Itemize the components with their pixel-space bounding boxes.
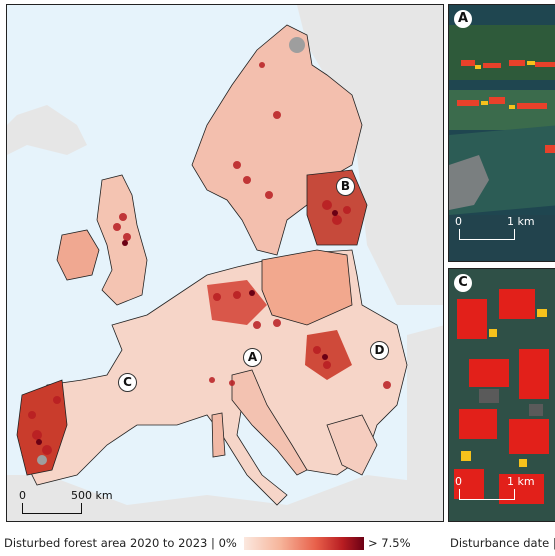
inset-c: C 0 1 km (448, 268, 555, 522)
inset-c-label: C (454, 274, 472, 292)
legend-title: Disturbed forest area 2020 to 2023 | 0% (4, 536, 237, 550)
inset-a-label: A (454, 10, 472, 28)
map-marker-d: D (370, 341, 389, 360)
italy (231, 369, 308, 476)
ireland (56, 229, 100, 281)
scandinavia (191, 24, 363, 256)
iberia-west (16, 379, 68, 476)
land-mass (7, 475, 443, 521)
disturbance-legend: Disturbed forest area 2020 to 2023 | 0% … (4, 534, 444, 554)
hex-points-dark (36, 210, 338, 445)
inset-c-scale-distance: 1 km (507, 475, 535, 488)
disturbance-date-legend-title: Disturbance date | (450, 536, 555, 550)
map-scale-bar: 0 500 km (19, 489, 113, 517)
hex-points (28, 62, 391, 455)
poland (261, 249, 353, 326)
land-mass (7, 105, 87, 155)
map-marker-c: C (118, 373, 137, 392)
scale-zero-label: 0 (19, 489, 26, 502)
romania-hotspot (305, 330, 352, 380)
legend-max-label: > 7.5% (368, 536, 411, 550)
inset-c-scale: 0 1 km (455, 475, 535, 513)
inset-a-scale: 0 1 km (455, 215, 535, 253)
sardinia (211, 412, 226, 458)
map-marker-b: B (336, 177, 355, 196)
no-data-patch (37, 455, 47, 465)
inset-a-scale-zero: 0 (455, 215, 462, 228)
inset-a-scale-distance: 1 km (507, 215, 535, 228)
no-data-patch (289, 37, 305, 53)
legend-color-ramp (244, 537, 364, 550)
inset-a: A 0 1 km (448, 4, 555, 262)
europe-disturbance-map: B A C D 0 500 km (6, 4, 444, 522)
map-marker-a: A (243, 348, 262, 367)
inset-c-scale-zero: 0 (455, 475, 462, 488)
map-canvas (7, 5, 443, 521)
great-britain (96, 174, 148, 306)
inset-c-image (449, 269, 555, 521)
land-mass (407, 325, 443, 504)
inset-a-image (449, 5, 555, 261)
scale-distance-label: 500 km (71, 489, 113, 502)
greece (326, 414, 378, 476)
